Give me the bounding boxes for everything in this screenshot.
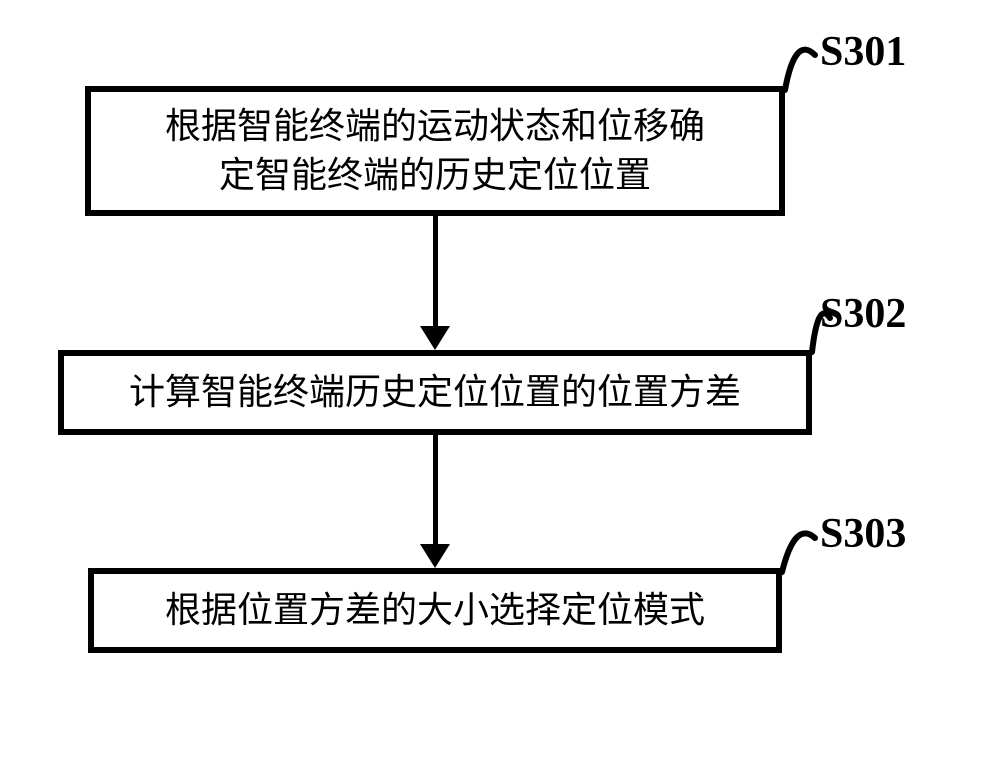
connector-curve-s303 xyxy=(0,0,987,767)
flowchart-canvas: { "flowchart": { "type": "flowchart", "b… xyxy=(0,0,987,767)
